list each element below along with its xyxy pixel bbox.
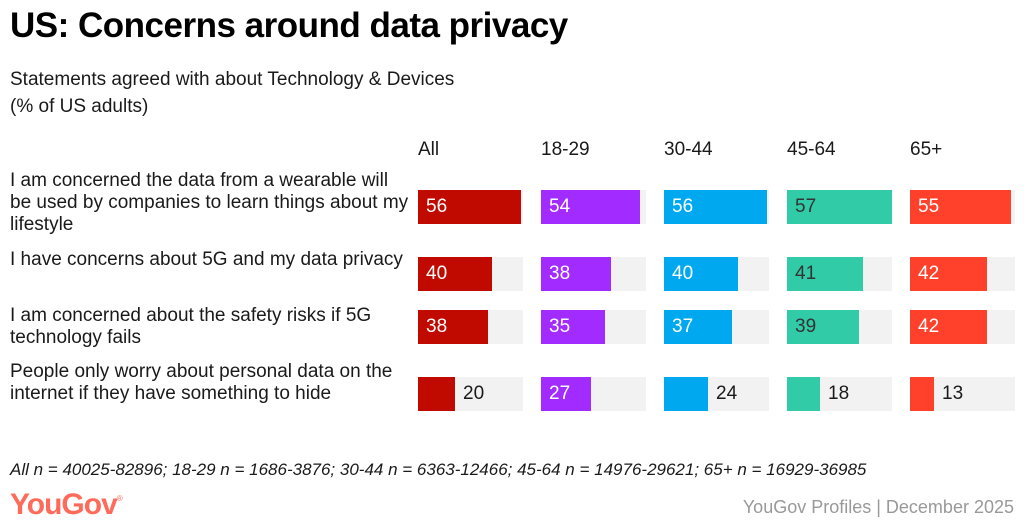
row-label: I am concerned the data from a wearable … <box>10 170 409 235</box>
bar-value-label: 38 <box>549 263 571 284</box>
bar-30-44 <box>664 190 767 224</box>
bar-value-label: 42 <box>918 263 940 284</box>
registered-mark: ® <box>116 494 123 503</box>
column-header-30-44: 30-44 <box>664 139 713 160</box>
bar-value-label: 55 <box>918 196 940 217</box>
bar-65-plus <box>910 257 987 291</box>
bar-value-label: 42 <box>918 316 940 337</box>
bar-track: 38 <box>418 310 523 344</box>
bar-track: 35 <box>541 310 646 344</box>
bar-track: 56 <box>418 190 523 224</box>
bar-track: 54 <box>541 190 646 224</box>
chart-subtitle: Statements agreed with about Technology … <box>10 66 454 120</box>
bar-value-label: 24 <box>716 383 738 404</box>
bar-All <box>418 310 488 344</box>
bar-value-label: 57 <box>795 196 817 217</box>
sample-size-footnote: All n = 40025-82896; 18-29 n = 1686-3876… <box>10 460 867 479</box>
bar-value-label: 20 <box>463 383 485 404</box>
bar-track: 20 <box>418 377 523 411</box>
bar-45-64 <box>787 190 892 224</box>
bar-value-label: 27 <box>549 383 571 404</box>
row-label: I have concerns about 5G and my data pri… <box>10 249 403 270</box>
bar-18-29 <box>541 190 640 224</box>
row-label: People only worry about personal data on… <box>10 361 393 404</box>
bar-value-label: 56 <box>426 196 448 217</box>
column-header-45-64: 45-64 <box>787 139 836 160</box>
chart-title: US: Concerns around data privacy <box>10 6 568 45</box>
bar-value-label: 56 <box>672 196 694 217</box>
bar-45-64 <box>787 310 859 344</box>
row-label: I am concerned about the safety risks if… <box>10 305 372 348</box>
bar-track: 27 <box>541 377 646 411</box>
bar-value-label: 13 <box>942 383 964 404</box>
subtitle-line-1: Statements agreed with about Technology … <box>10 69 455 90</box>
bar-value-label: 39 <box>795 316 817 337</box>
bar-track: 37 <box>664 310 769 344</box>
bar-value-label: 38 <box>426 316 448 337</box>
logo-text: YouGov <box>10 488 118 521</box>
bar-18-29 <box>541 377 591 411</box>
bar-45-64 <box>787 257 863 291</box>
column-header-65-plus: 65+ <box>910 139 943 160</box>
column-header-All: All <box>418 139 440 160</box>
bar-30-44 <box>664 310 732 344</box>
bar-track: 57 <box>787 190 892 224</box>
bar-track: 42 <box>910 310 1015 344</box>
source-credit: YouGov Profiles | December 2025 <box>742 497 1014 517</box>
bar-track: 42 <box>910 257 1015 291</box>
bar-track: 39 <box>787 310 892 344</box>
bar-45-64 <box>787 377 820 411</box>
bar-value-label: 54 <box>549 196 571 217</box>
bar-All <box>418 257 492 291</box>
bar-All <box>418 377 455 411</box>
bar-track: 40 <box>418 257 523 291</box>
bar-track: 56 <box>664 190 769 224</box>
bar-value-label: 35 <box>549 316 571 337</box>
subtitle-line-2: (% of US adults) <box>10 96 149 117</box>
bar-65-plus <box>910 310 987 344</box>
bar-value-label: 37 <box>672 316 694 337</box>
bar-track: 38 <box>541 257 646 291</box>
bar-30-44 <box>664 257 738 291</box>
bar-track: 24 <box>664 377 769 411</box>
bar-track: 55 <box>910 190 1015 224</box>
bar-track: 40 <box>664 257 769 291</box>
bar-value-label: 40 <box>672 263 694 284</box>
bar-65-plus <box>910 190 1011 224</box>
bar-18-29 <box>541 310 605 344</box>
bar-track: 41 <box>787 257 892 291</box>
bar-track: 18 <box>787 377 892 411</box>
bar-value-label: 18 <box>828 383 850 404</box>
bar-track: 13 <box>910 377 1015 411</box>
column-header-18-29: 18-29 <box>541 139 590 160</box>
bar-value-label: 40 <box>426 263 448 284</box>
yougov-logo: YouGov® <box>10 488 123 522</box>
bar-All <box>418 190 521 224</box>
bar-18-29 <box>541 257 611 291</box>
bar-65-plus <box>910 377 934 411</box>
bar-value-label: 41 <box>795 263 817 284</box>
bar-30-44 <box>664 377 708 411</box>
